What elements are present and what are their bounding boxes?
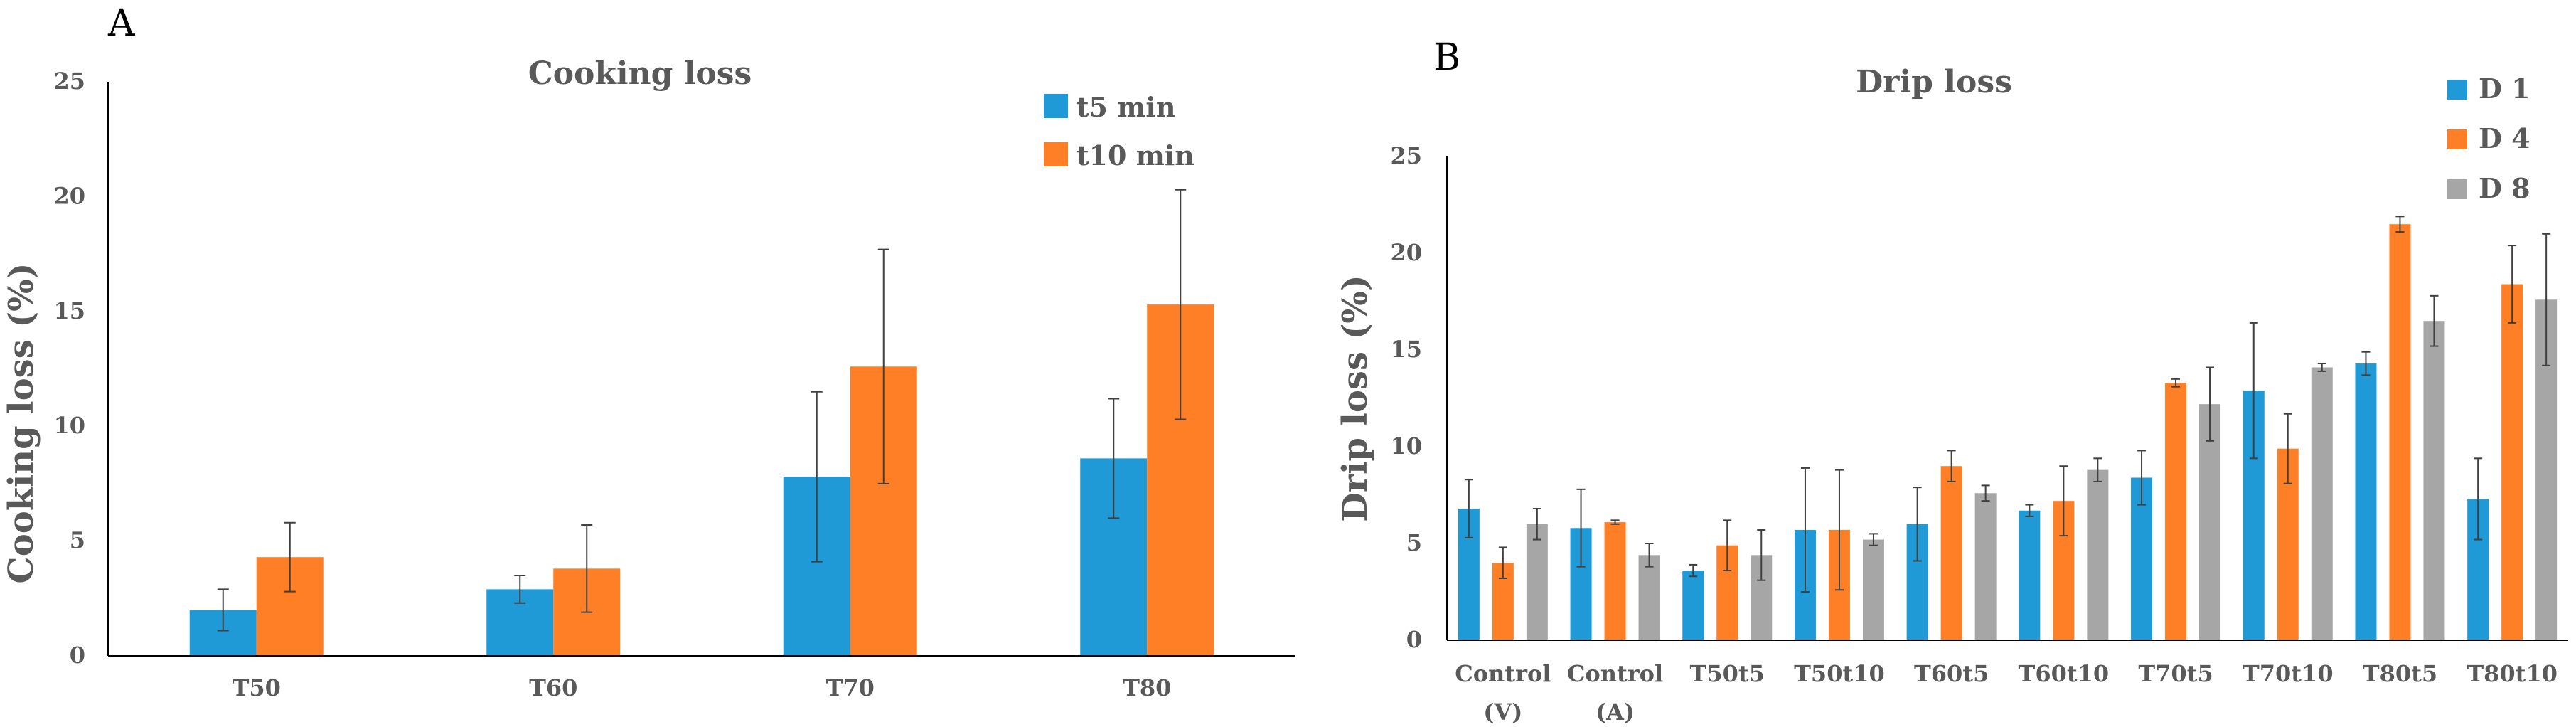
chart-b-bar	[2165, 383, 2187, 640]
chart-b-legend-label: D 4	[2479, 122, 2530, 154]
chart-b-ytick-label: 20	[1390, 239, 1422, 266]
chart-a-ytick-label: 20	[53, 182, 85, 209]
chart-a-xtick-label: T80	[1123, 674, 1171, 701]
chart-b-bar	[2389, 224, 2411, 640]
chart-a-bars	[189, 304, 1214, 656]
chart-a-legend-swatch	[1044, 142, 1068, 166]
chart-a-xtick-label: T60	[529, 674, 577, 701]
chart-b-ytick-label: 25	[1390, 142, 1422, 169]
chart-b-ytick-label: 10	[1390, 433, 1422, 460]
chart-b-yticks: 0 5 10 15 20 25	[1390, 142, 1422, 653]
chart-b-bar	[1682, 571, 1704, 640]
chart-b-xtick-label: T70t5	[2138, 660, 2213, 687]
chart-b-bar	[2199, 404, 2221, 640]
chart-b-bar	[2423, 321, 2445, 640]
chart-b-ytick-label: 5	[1406, 529, 1422, 556]
chart-b-legend-swatch	[2447, 179, 2467, 199]
chart-b-bar	[2087, 469, 2109, 640]
chart-a-ytick-label: 15	[53, 297, 85, 324]
chart-b-bar	[1526, 524, 1548, 640]
chart-panel-a: A Cooking loss Cooking loss (%) 0 5 10 15 20…	[1, 2, 1295, 701]
chart-b-bar	[2355, 364, 2377, 640]
chart-a-xtick-label: T70	[826, 674, 875, 701]
chart-b-ylabel: Drip loss (%)	[1335, 275, 1375, 521]
panel-a-letter: A	[107, 2, 136, 45]
chart-b-xticks: Control (V)Control (A) T50t5 T50t10 T60t5 T60t…	[1455, 660, 2558, 726]
chart-b-xtick-label: T70t10	[2243, 660, 2334, 687]
chart-panel-b: B Drip loss Drip loss (%) 0 5 10 15 20 25 Con…	[1335, 36, 2568, 726]
chart-a-xtick-label: T50	[233, 674, 281, 701]
chart-a-title: Cooking loss	[528, 55, 752, 92]
chart-a-yticks: 0 5 10 15 20 25	[53, 68, 85, 669]
chart-b-bar	[1638, 555, 1660, 640]
chart-b-xtick-label: T80t10	[2467, 660, 2558, 687]
chart-b-ytick-label: 15	[1390, 336, 1422, 363]
chart-a-xticks: T50 T60 T70 T80	[233, 674, 1172, 701]
chart-b-legend: D 1 D 4 D 8	[2447, 73, 2530, 204]
chart-b-errorbars	[1464, 216, 2551, 593]
chart-b-legend-label: D 8	[2479, 172, 2530, 204]
chart-b-bar	[2019, 510, 2041, 640]
chart-b-title: Drip loss	[1856, 64, 2012, 100]
chart-b-xtick-label: Control (A)	[1567, 660, 1663, 726]
chart-a-ytick-label: 5	[70, 527, 85, 554]
chart-a-legend-label: t5 min	[1076, 91, 1176, 123]
chart-b-xtick-label: Control (V)	[1455, 660, 1551, 726]
chart-a-legend-label: t10 min	[1076, 139, 1195, 171]
chart-a-legend-swatch	[1044, 94, 1068, 118]
chart-b-ytick-label: 0	[1406, 626, 1422, 653]
panel-b-letter: B	[1433, 36, 1460, 79]
chart-a-errorbars	[217, 189, 1187, 632]
chart-a-ytick-label: 25	[53, 68, 85, 95]
chart-b-xtick-label: T60t5	[1914, 660, 1989, 687]
chart-b-legend-swatch	[2447, 80, 2467, 100]
chart-b-xtick-label: T60t10	[2019, 660, 2110, 687]
chart-b-bars	[1458, 224, 2558, 640]
chart-a-ytick-label: 0	[70, 642, 85, 669]
chart-b-xtick-label: T80t5	[2363, 660, 2437, 687]
chart-a-ylabel: Cooking loss (%)	[1, 263, 41, 584]
chart-b-legend-label: D 1	[2479, 73, 2530, 105]
chart-b-bar	[1862, 539, 1884, 640]
chart-b-bar	[1604, 522, 1626, 640]
chart-a-legend: t5 min t10 min	[1044, 91, 1195, 171]
chart-b-bar	[2501, 284, 2523, 640]
chart-b-bar	[1974, 493, 1997, 640]
chart-b-xtick-label: T50t5	[1690, 660, 1765, 687]
chart-b-bar	[2311, 367, 2333, 640]
chart-a-ytick-label: 10	[53, 412, 85, 439]
chart-b-bar	[1940, 466, 1962, 640]
chart-b-xtick-label: T50t10	[1794, 660, 1885, 687]
chart-b-legend-swatch	[2447, 129, 2467, 149]
